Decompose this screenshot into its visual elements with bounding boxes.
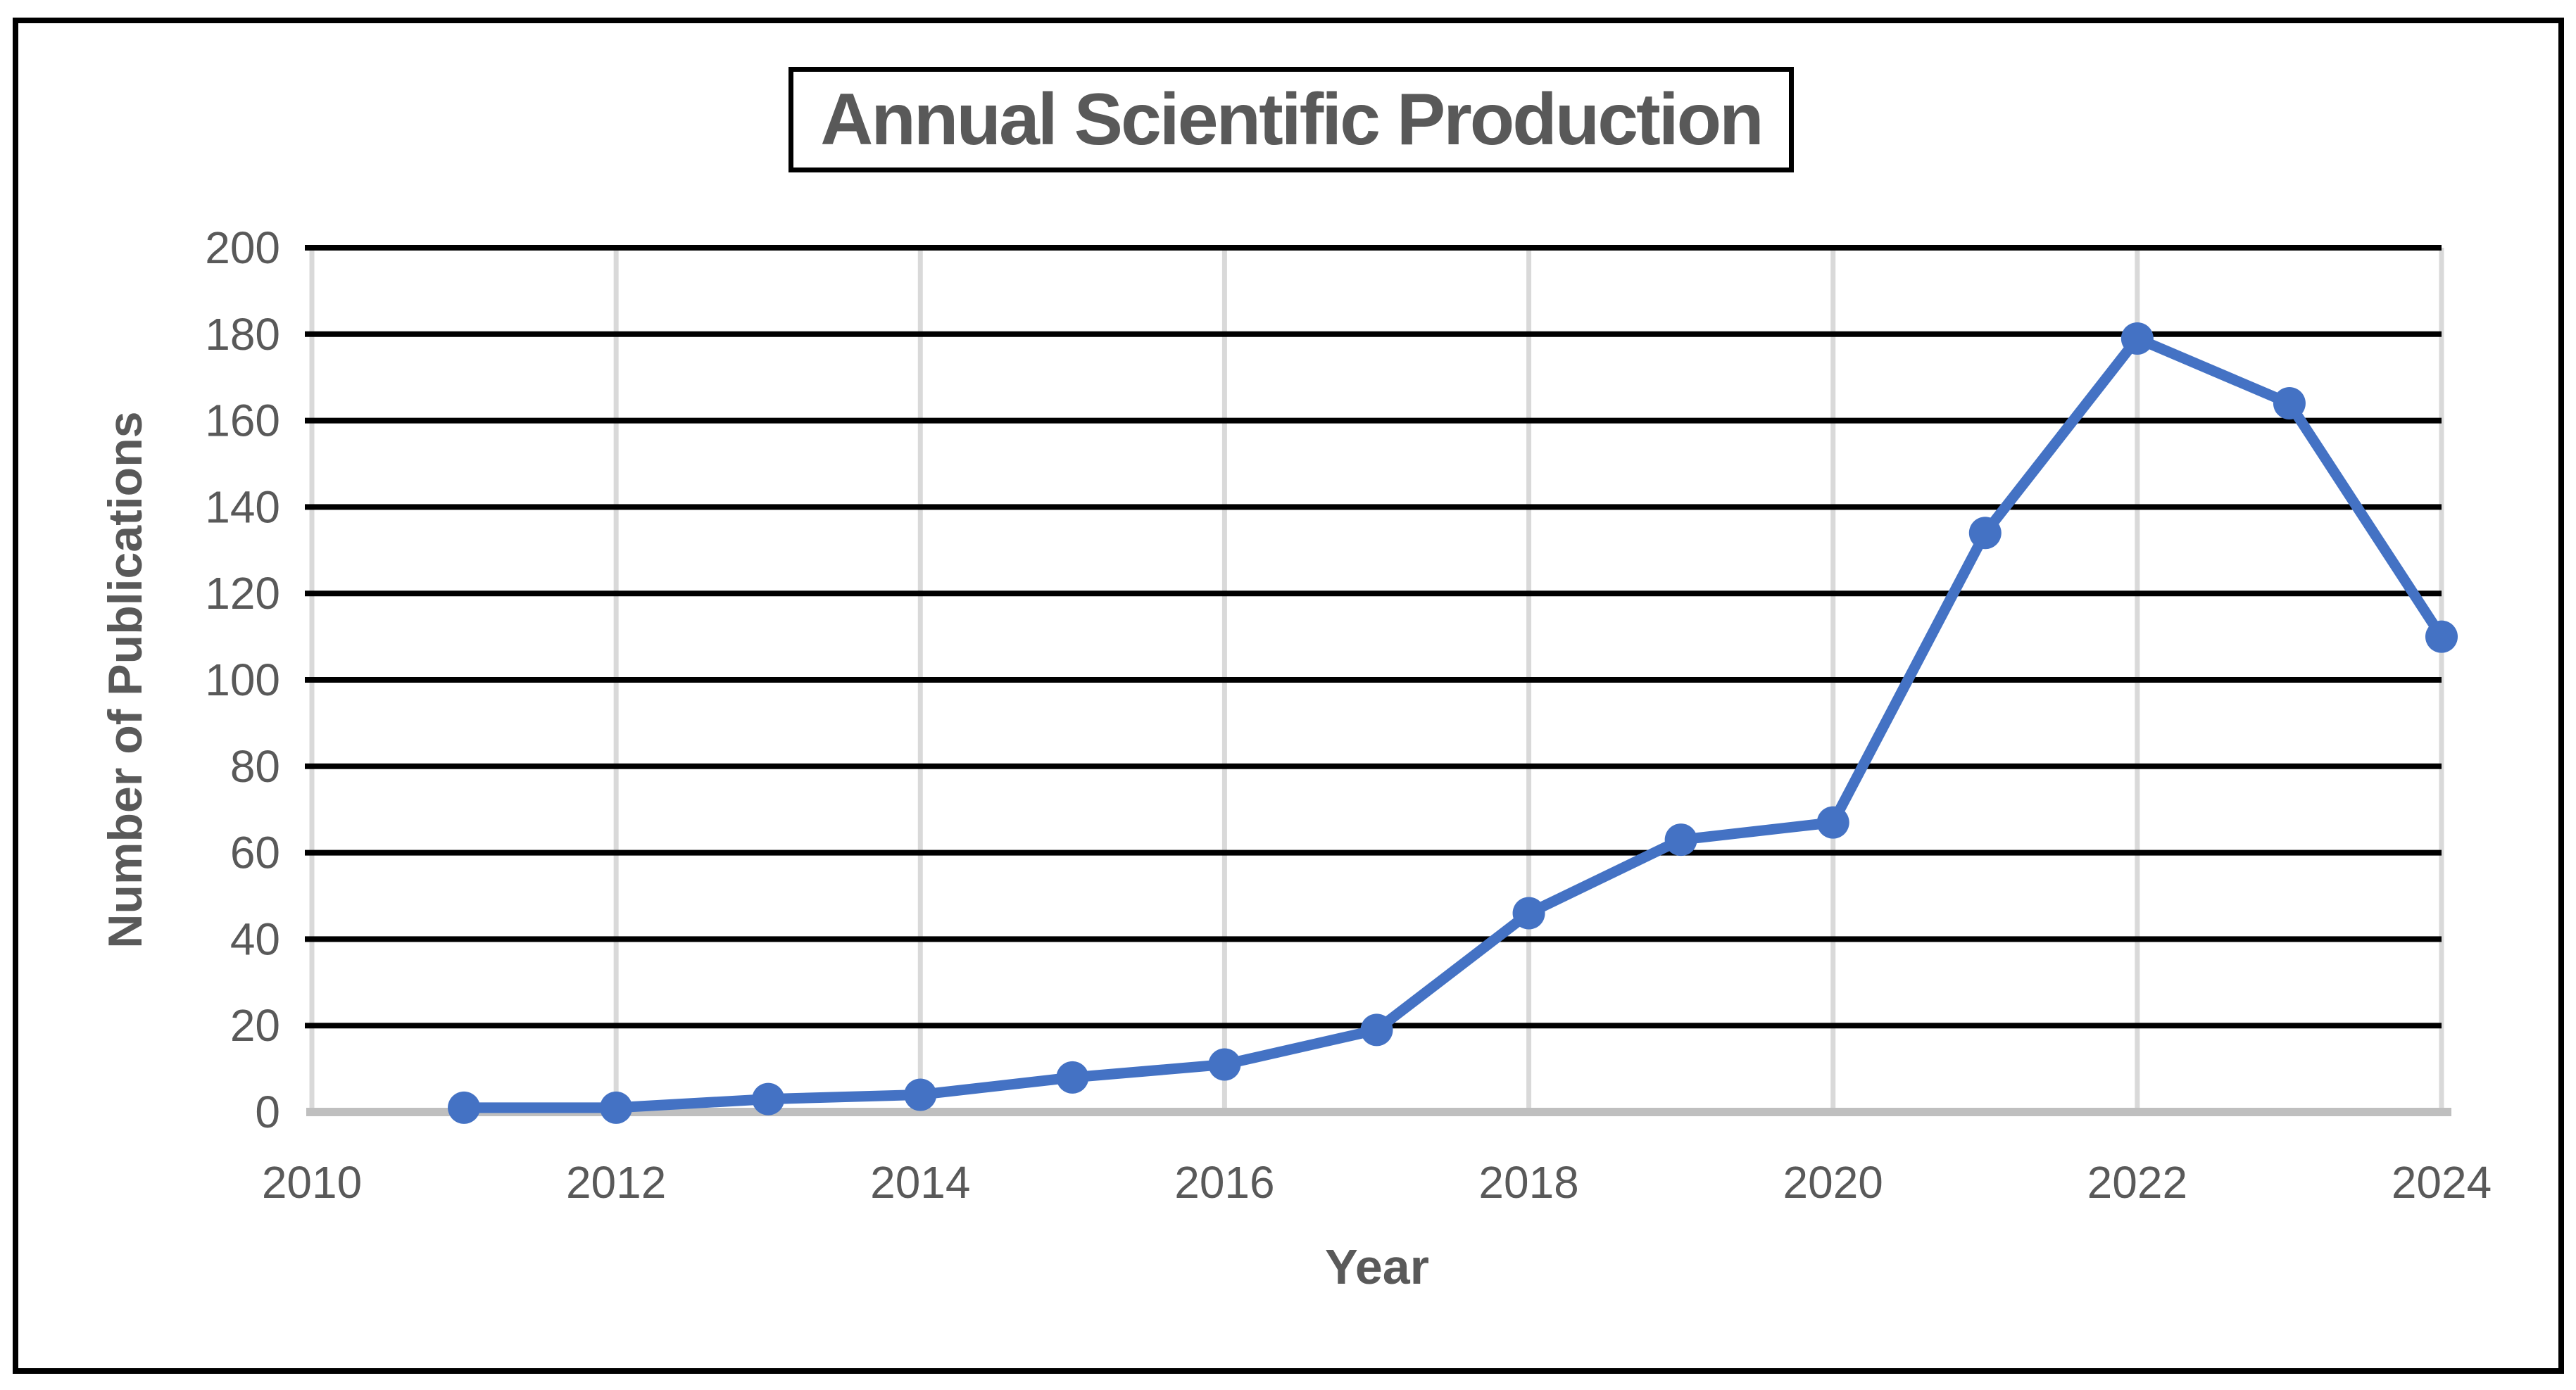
data-line	[458, 333, 2447, 1113]
y-axis-title: Number of Publications	[99, 411, 152, 949]
data-point-marker	[1360, 1013, 1393, 1047]
data-point-marker	[2425, 620, 2458, 653]
x-axis-title: Year	[1325, 1239, 1429, 1294]
x-tick-label: 2010	[262, 1157, 362, 1208]
x-tick-label: 2020	[1783, 1157, 1883, 1208]
x-tick-label: 2012	[566, 1157, 666, 1208]
data-point-marker	[1056, 1061, 1089, 1094]
data-point-marker	[1816, 806, 1849, 839]
y-tick-label: 100	[205, 655, 280, 705]
data-point-marker	[904, 1078, 937, 1111]
y-tick-label: 200	[205, 222, 280, 273]
data-point-marker	[1512, 897, 1545, 930]
y-tick-label: 160	[205, 396, 280, 446]
chart-title-box: Annual Scientific Production	[788, 67, 1794, 172]
y-tick-label: 20	[230, 1000, 280, 1051]
chart-title: Annual Scientific Production	[820, 78, 1764, 160]
y-tick-label: 140	[205, 481, 280, 532]
y-tick-label: 40	[230, 914, 280, 964]
data-point-marker	[448, 1091, 481, 1124]
data-point-marker	[1664, 823, 1697, 857]
x-tick-label: 2018	[1478, 1157, 1578, 1208]
data-point-marker	[600, 1091, 633, 1124]
y-tick-label: 0	[255, 1087, 280, 1137]
x-tick-label: 2014	[870, 1157, 970, 1208]
data-point-marker	[2121, 322, 2154, 355]
x-tick-label: 2024	[2392, 1157, 2492, 1208]
data-point-marker	[752, 1082, 785, 1116]
y-tick-label: 60	[230, 828, 280, 878]
x-tick-label: 2022	[2087, 1157, 2187, 1208]
y-tick-label: 80	[230, 741, 280, 792]
data-point-marker	[1968, 517, 2002, 550]
data-point-marker	[1208, 1048, 1241, 1081]
x-tick-label: 2016	[1174, 1157, 1274, 1208]
y-tick-label: 180	[205, 309, 280, 360]
data-point-marker	[2273, 387, 2306, 420]
y-tick-label: 120	[205, 568, 280, 619]
